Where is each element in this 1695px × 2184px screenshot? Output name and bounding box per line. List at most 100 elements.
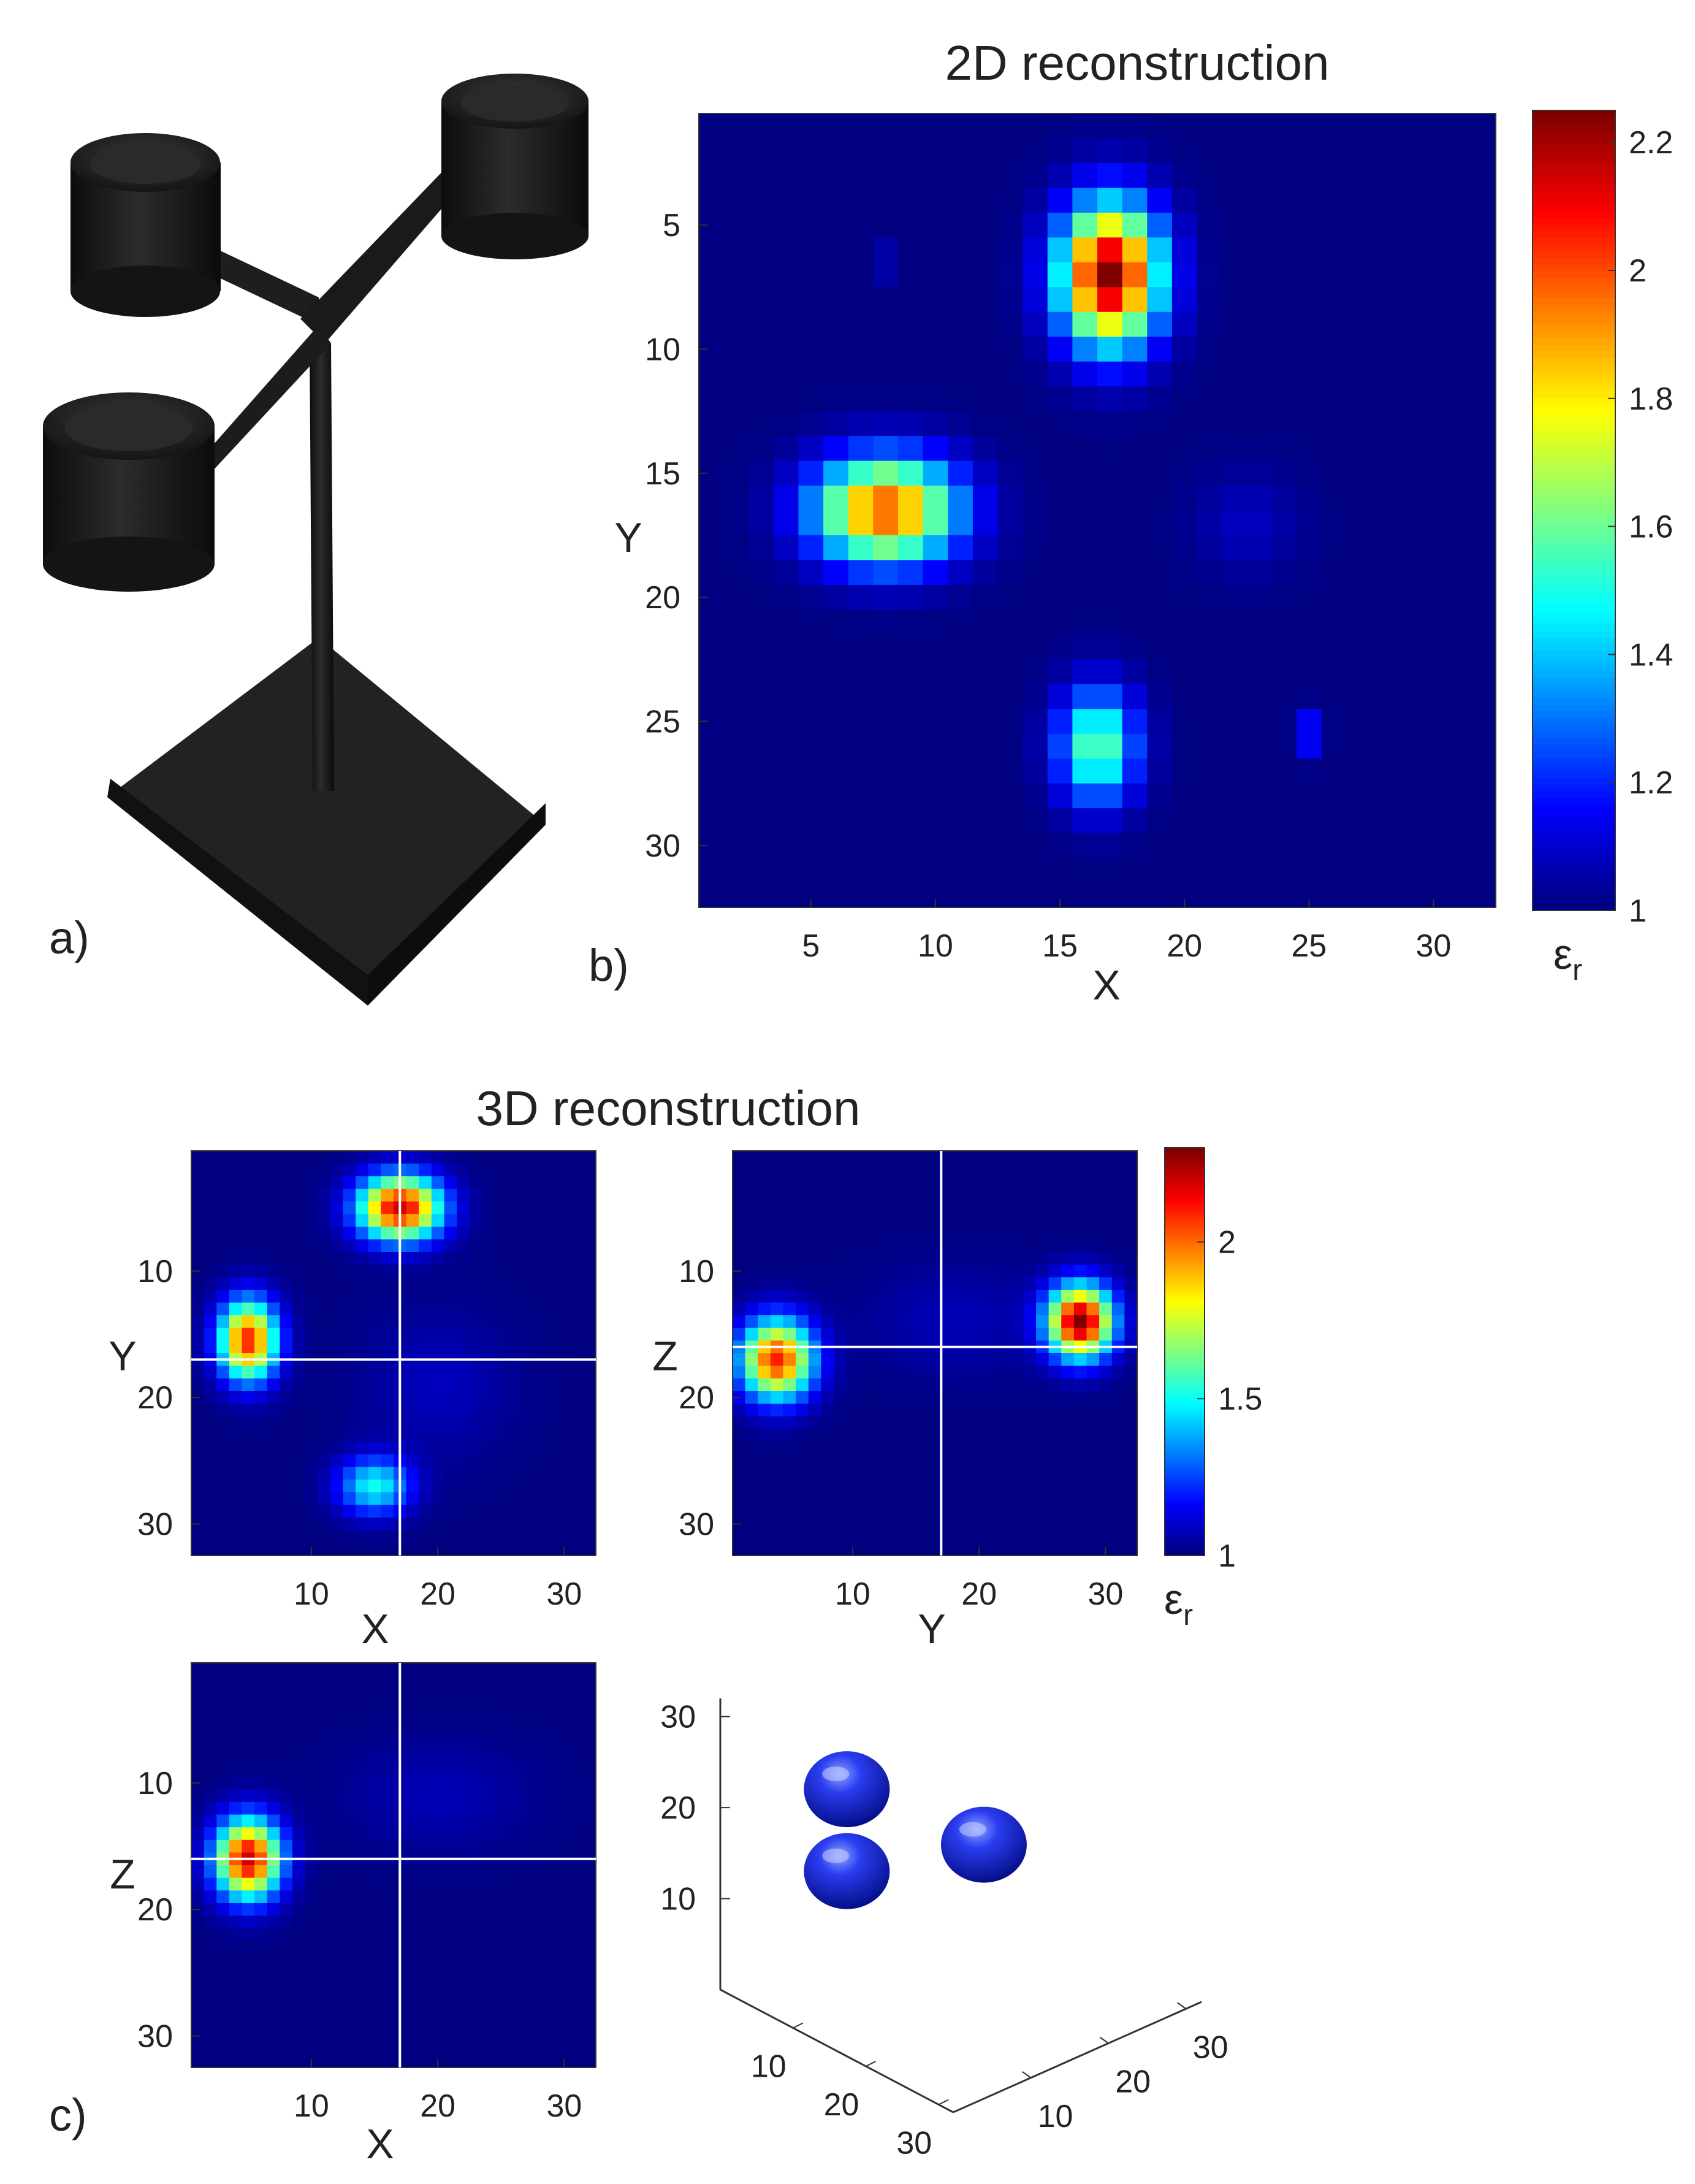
heatmap-cell [1371,138,1397,164]
heatmap-cell [570,1776,584,1790]
heatmap-cell [898,684,924,709]
heatmap-cell [292,1365,306,1379]
colorbar-segment [1533,277,1615,284]
heatmap-cell [1072,733,1098,759]
heatmap-cell [406,1663,419,1676]
heatmap-cell [1297,188,1322,213]
heatmap-cell [1023,1530,1037,1543]
heatmap-cell [1122,287,1148,313]
heatmap-cell [1147,882,1173,908]
arm-left-bottom [205,325,331,472]
heatmap-cell [469,1764,482,1777]
heatmap-cell [343,1915,356,1929]
heatmap-cell [1297,535,1322,561]
heatmap-cell [368,1378,381,1392]
heatmap-cell [457,1700,470,1714]
heatmap-cell [406,1480,419,1493]
heatmap-cell [923,560,948,586]
heatmap-cell [1446,237,1471,263]
heatmap-cell [1421,138,1447,164]
heatmap-cell [770,1315,784,1329]
heatmap-cell [457,1713,470,1727]
heatmap-cell [798,311,824,337]
heatmap-cell [482,1789,495,1803]
heatmap-cell [947,1163,961,1177]
heatmap-cell [770,1163,784,1177]
heatmap-cell [305,1953,318,1967]
heatmap-cell [216,1877,230,1891]
heatmap-cell [280,1252,293,1266]
colorbar-segment [1533,884,1615,892]
heatmap-cell [1047,584,1073,610]
colorbar-segment [1533,237,1615,245]
heatmap-cell [884,1151,897,1164]
heatmap-cell [1246,237,1272,263]
heatmap-cell [343,1378,356,1392]
heatmap-cell [1446,262,1471,288]
heatmap-cell [280,1214,293,1228]
heatmap-cell [1023,808,1048,834]
heatmap-cell [381,1713,394,1727]
heatmap-cell [532,1151,546,1164]
heatmap-cell [570,1751,584,1765]
heatmap-cell [1446,709,1471,735]
heatmap-cell [783,1201,796,1215]
heatmap-cell [330,1214,344,1228]
heatmap-cell [431,1675,445,1689]
heatmap-cell [431,1429,445,1442]
heatmap-cell [545,1226,558,1240]
heatmap-cell [431,1903,445,1917]
heatmap-cell [1271,162,1297,189]
heatmap-cell [381,1700,394,1714]
heatmap-cell [871,1480,885,1493]
heatmap-cell [431,1941,445,1954]
heatmap-cell [1097,460,1123,486]
heatmap-cell [1396,262,1422,288]
heatmap-cell [1047,337,1073,362]
heatmap-cell [1197,162,1222,189]
heatmap-cell [1086,1163,1100,1177]
x3d-tick-label: 10 [751,2049,787,2085]
heatmap-cell [1321,188,1347,213]
heatmap-cell [898,758,924,784]
heatmap-cell [520,1713,533,1727]
heatmap-cell [1047,659,1073,685]
heatmap-cell [1099,1467,1113,1480]
heatmap-cell [583,1416,596,1430]
heatmap-cell [482,1814,495,1828]
heatmap-cell [1099,1315,1113,1329]
heatmap-cell [1396,237,1422,263]
heatmap-cell [330,1663,344,1676]
heatmap-cell [1446,733,1471,759]
heatmap-cell [406,1289,419,1304]
heatmap-cell [204,1214,217,1228]
heatmap-cell [1396,138,1422,164]
heatmap-cell [1471,733,1496,759]
heatmap-cell [1222,361,1247,387]
heatmap-cell [406,1941,419,1954]
heatmap-cell [457,1953,470,1967]
colorbar-segment [1533,310,1615,318]
heatmap-cell [960,1365,973,1379]
heatmap-cell [997,337,1023,362]
heatmap-cell [972,1365,986,1379]
heatmap-cell [1111,1226,1125,1240]
heatmap-cell [406,1764,419,1777]
heatmap-cell [1346,510,1372,536]
heatmap-cell [570,1801,584,1816]
heatmap-cell [242,2017,255,2030]
heatmap-cell [848,337,874,362]
heatmap-cell [191,1492,205,1506]
heatmap-cell [570,1953,584,1967]
heatmap-cell [808,1315,821,1329]
heatmap-cell [229,1877,243,1891]
heatmap-cell [545,1289,558,1304]
heatmap-cell [191,1966,205,1980]
heatmap-cell [482,1151,495,1164]
heatmap-cell [947,1518,961,1531]
heatmap-cell [823,882,849,908]
heatmap-cell [923,510,948,536]
heatmap-cell [748,262,774,288]
heatmap-cell [846,1226,859,1240]
heatmap-cell [254,1226,268,1240]
